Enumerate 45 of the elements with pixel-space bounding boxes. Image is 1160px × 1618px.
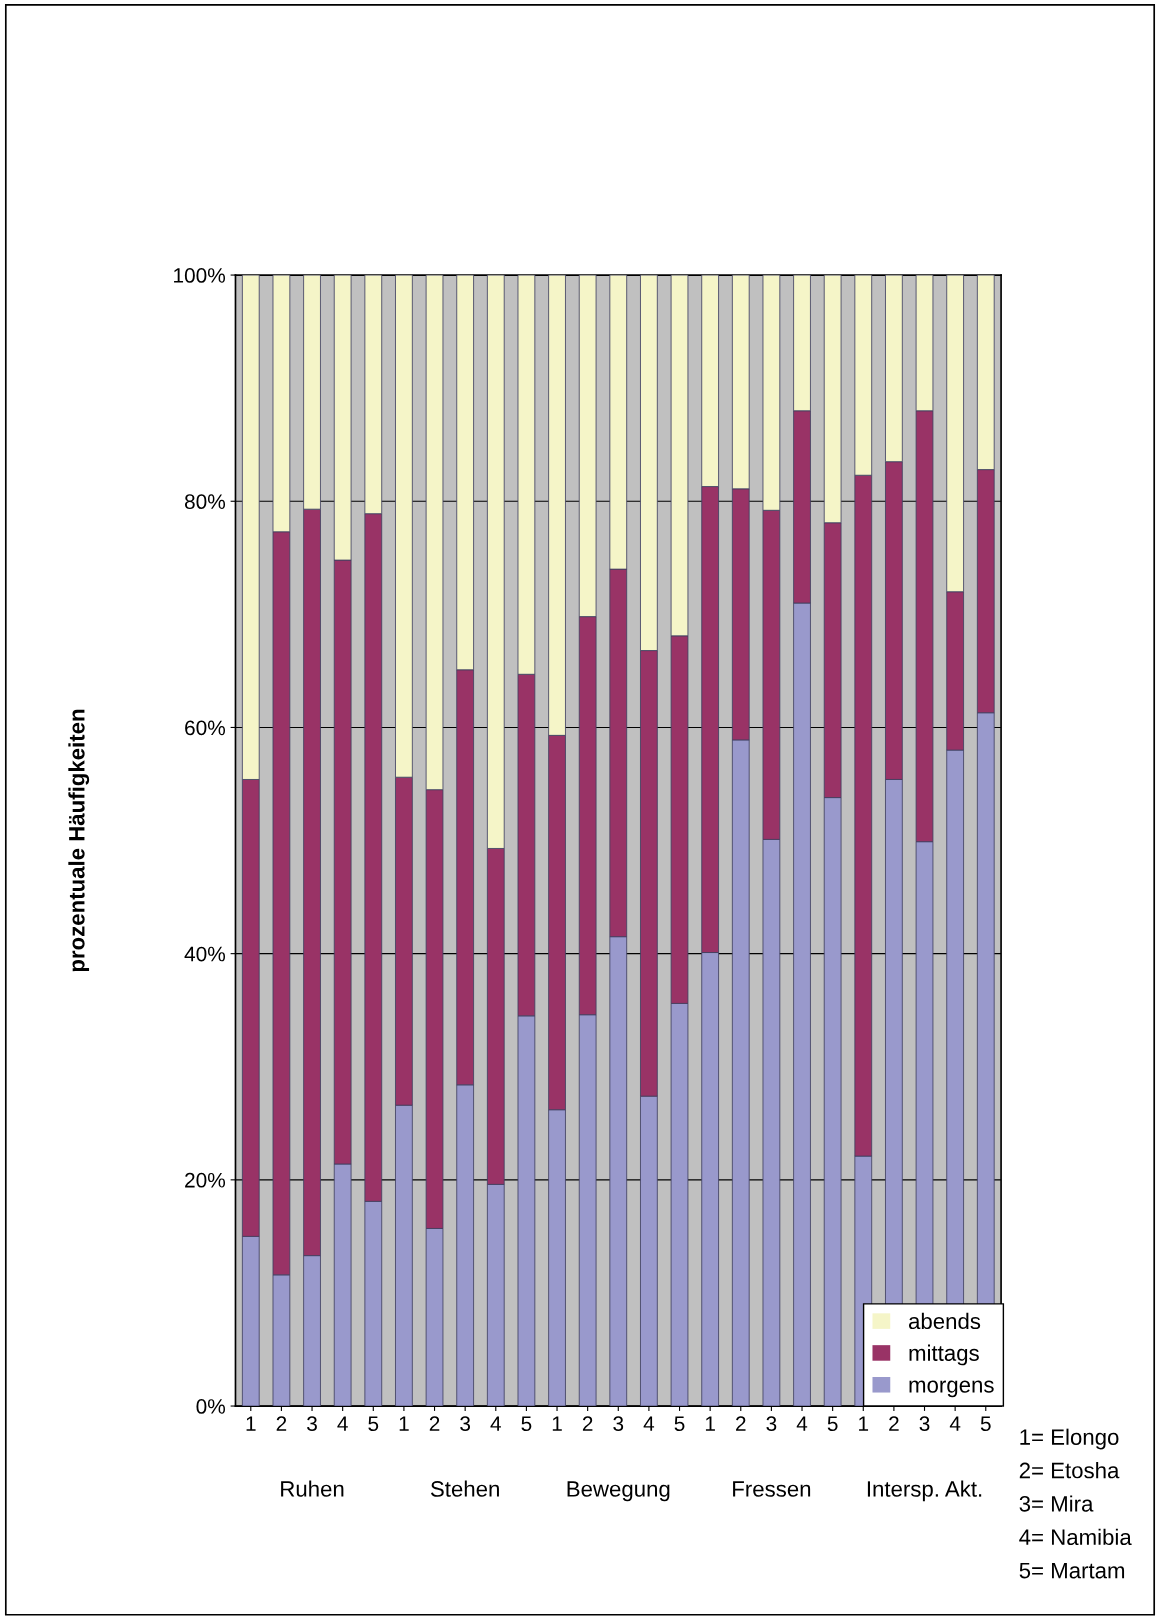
x-tick-label: 5 [674,1416,685,1432]
x-tick-label: 1 [705,1416,715,1431]
x-tick-label: 2 [736,1416,746,1431]
text: Intersp. Akt. [867,1480,982,1502]
x-tick-label: 2 [429,1416,440,1431]
x-tick-label: 5 [368,1416,379,1432]
x-tick-label: 1 [246,1416,256,1431]
x-tick-label: 5 [980,1416,991,1432]
x-tick-label: 3 [307,1416,317,1432]
text: Bewegung [567,1481,670,1502]
x-tick-label: 3 [919,1416,930,1432]
x-tick-label: 5 [521,1416,532,1432]
x-tick-label: 4 [949,1416,961,1431]
x-tick-label: 2 [276,1416,287,1431]
y-tick-label: 80% [184,494,226,510]
text: 2= Etosha [1019,1462,1120,1479]
y-tick-label: 40% [184,946,226,962]
text: Stehen [430,1480,499,1497]
y-axis-title: prozentuale Häufigkeiten [68,709,90,972]
y-tick-label: 20% [185,1172,226,1188]
x-tick-label: 4 [643,1416,655,1431]
x-tick-label: 4 [337,1416,348,1431]
text: 4= Namibia [1019,1528,1132,1546]
x-tick-label: 4 [796,1416,808,1431]
legend-label: mittags [909,1344,979,1366]
x-tick-label: 3 [613,1416,624,1432]
x-tick-label: 2 [889,1416,899,1431]
text: Ruhen [281,1480,344,1497]
text: 5= Martam [1019,1562,1125,1579]
x-tick-label: 3 [460,1416,471,1432]
x-tick-label: 2 [582,1416,593,1431]
x-tick-label: 4 [490,1416,501,1431]
x-tick-label: 5 [827,1416,838,1432]
x-tick-label: 1 [552,1416,562,1431]
x-tick-label: 3 [766,1416,777,1432]
y-tick-label: 0% [196,1399,226,1414]
legend-label: abends [908,1312,981,1330]
y-tick-label: 60% [185,720,226,736]
legend-label: morgens [909,1380,994,1398]
x-tick-label: 1 [859,1416,869,1431]
x-tick-label: 1 [399,1416,409,1431]
text: 1= Elongo [1020,1428,1119,1450]
text: 3= Mira [1019,1495,1094,1512]
y-tick-label: 100% [174,268,226,283]
text: Fressen [733,1481,811,1497]
